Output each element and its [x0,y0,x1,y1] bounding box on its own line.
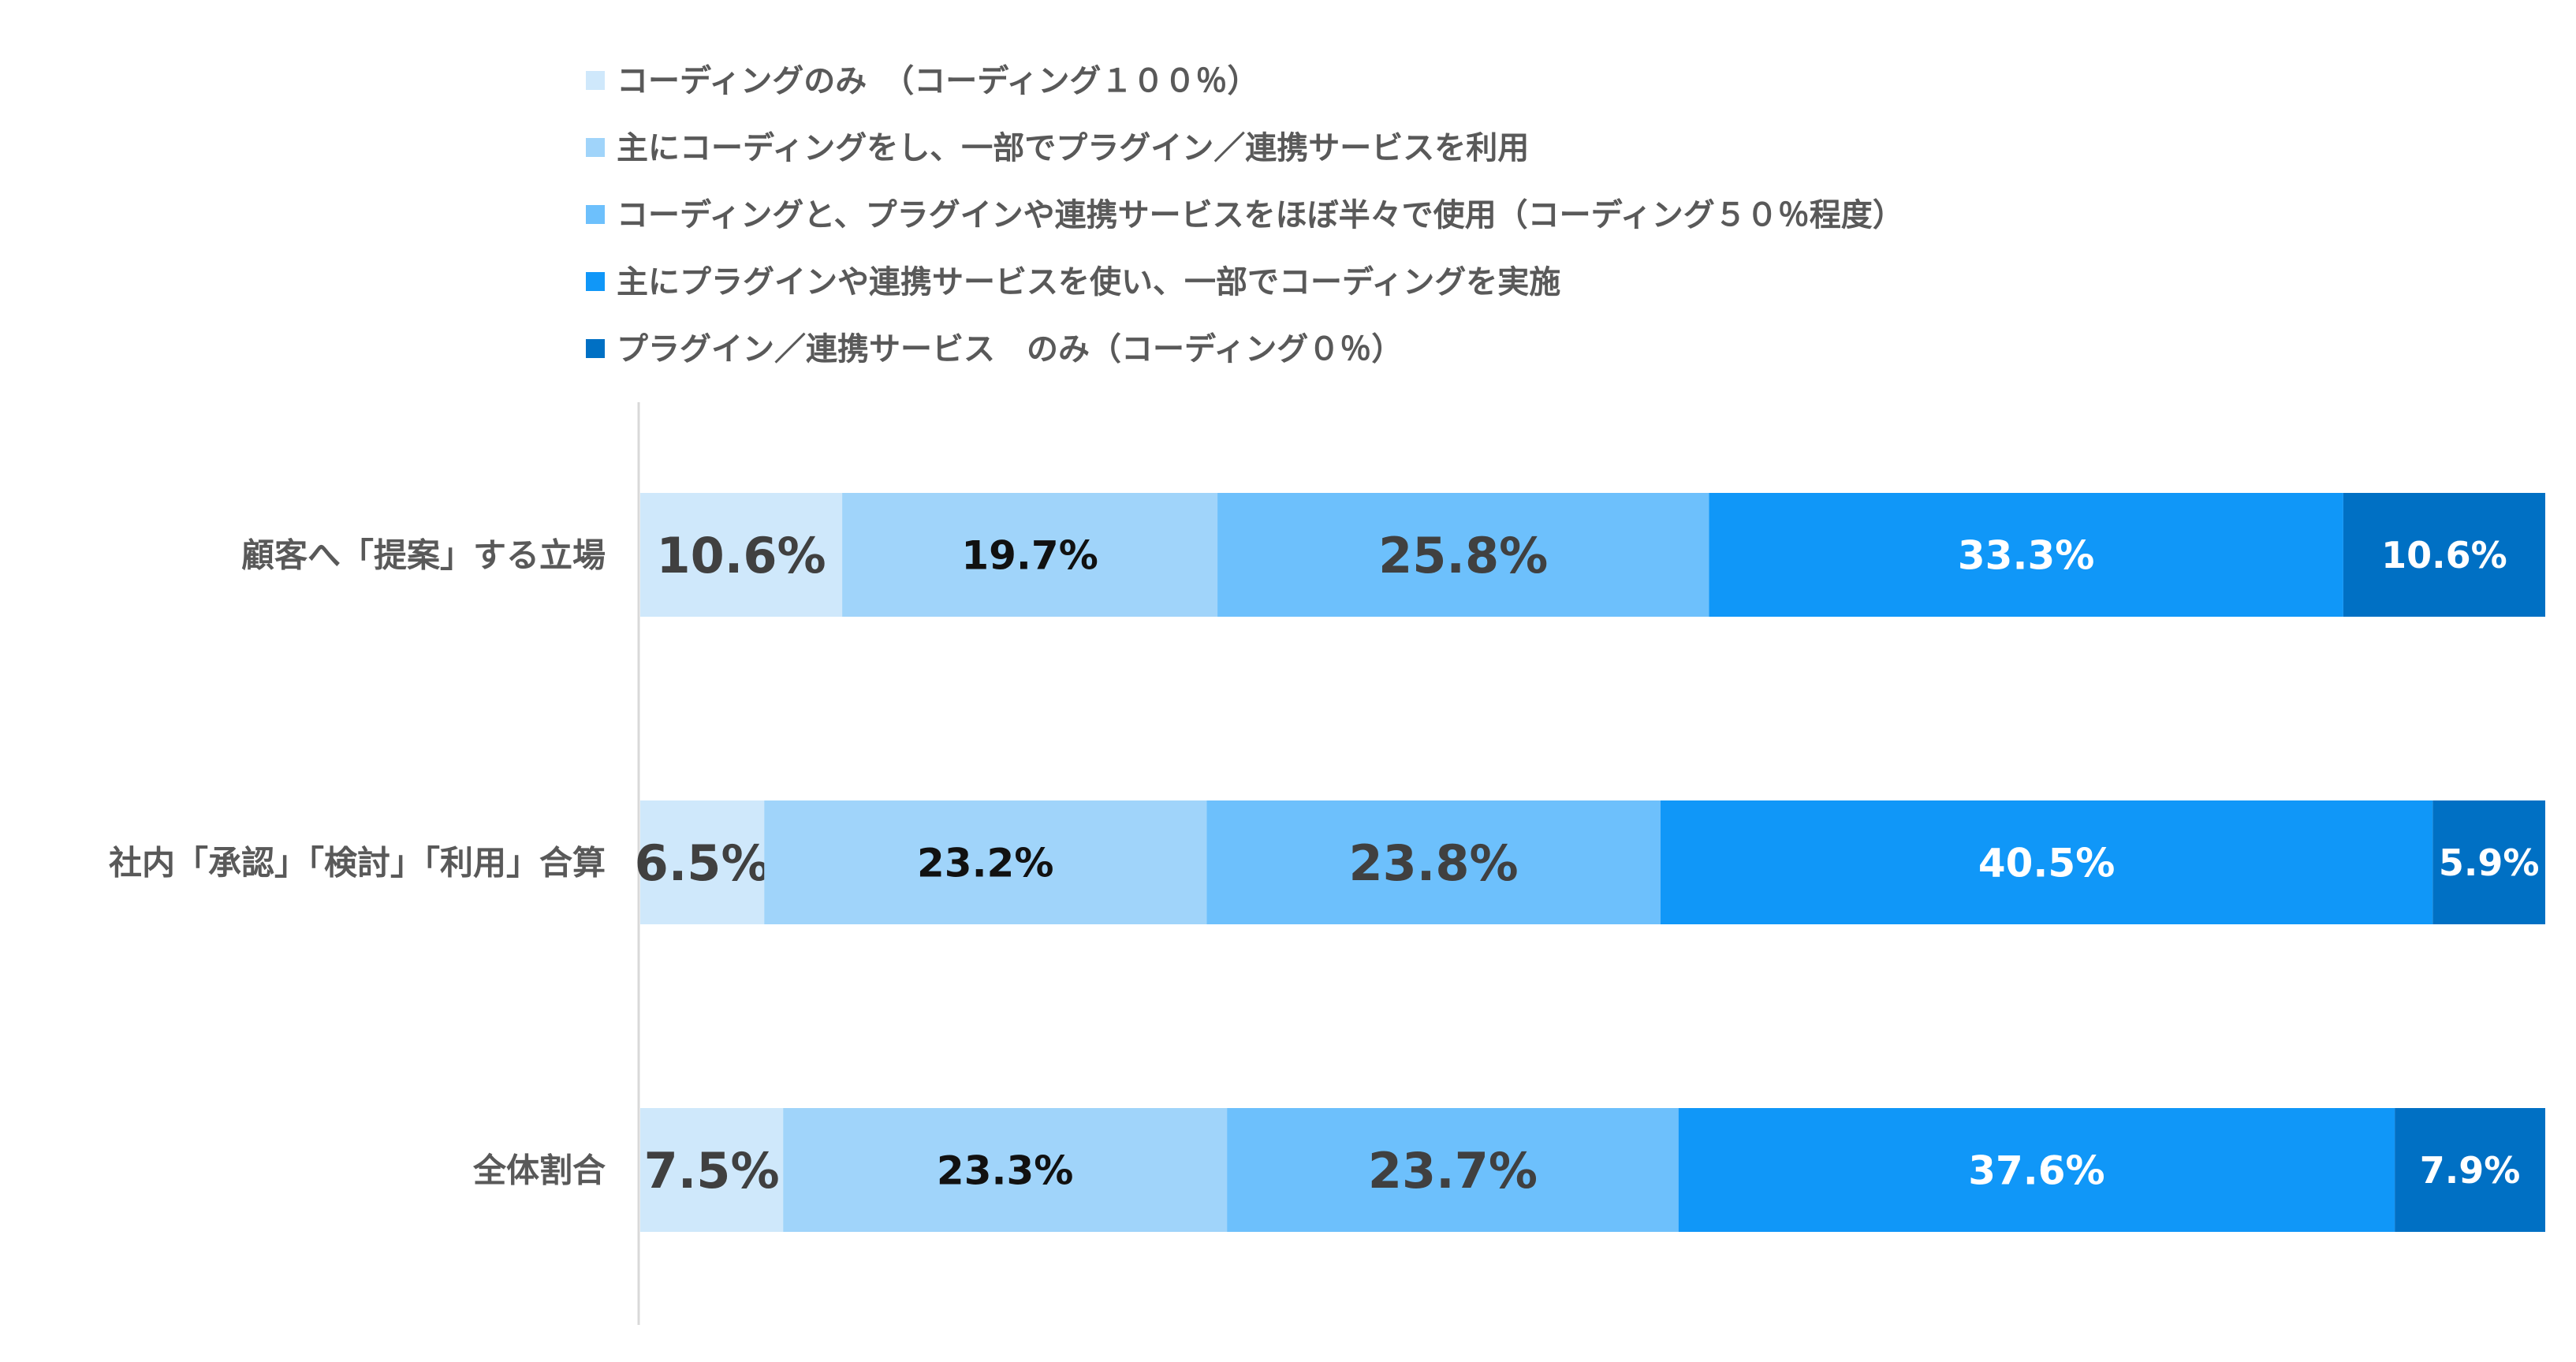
bar-segment [2343,493,2545,617]
data-label: 37.6% [1968,1148,2104,1194]
data-label: 7.5% [644,1142,780,1200]
data-label: 10.6% [657,527,826,584]
category-label: 全体割合 [472,1151,606,1190]
bars: 10.6% 19.7% 25.8% 33.3% 10.6% 6.5% 23.2% 23.8% 4… [635,493,2545,1232]
bar-segment [783,1108,1228,1232]
data-label: 23.3% [937,1148,1073,1194]
bar-segment [640,493,843,617]
data-label: 23.7% [1368,1142,1538,1200]
legend-label: コーディングと、プラグインや連携サービスをほぼ半々で使用（コーディング５０％程度… [617,197,1904,233]
legend-swatch [586,205,605,224]
bar-segment [1206,800,1661,924]
legend-label: コーディングのみ （コーディング１００％） [617,63,1258,99]
bar-segment [1678,1108,2395,1232]
bar-segment [2395,1108,2545,1232]
data-label: 7.9% [2420,1149,2521,1192]
bar-segment [1217,493,1709,617]
bar-segment [842,493,1218,617]
legend-swatch [586,71,605,90]
category-label: 顧客へ「提案」する立場 [241,536,606,575]
data-label: 19.7% [961,533,1098,579]
bar-segment [764,800,1207,924]
bar-segment [1660,800,2433,924]
bar-segment [1709,493,2343,617]
category-label: 社内「承認」「検討」「利用」合算 [109,844,606,883]
data-label: 6.5% [635,834,770,892]
legend-swatch [586,339,605,358]
data-label: 23.8% [1349,834,1519,892]
legend-swatch [586,138,605,157]
legend-label: 主にプラグインや連携サービスを使い、一部でコーディングを実施 [617,264,1560,300]
legend-label: 主にコーディングをし、一部でプラグイン／連携サービスを利用 [617,130,1529,166]
bar-segment [640,1108,784,1232]
data-label: 40.5% [1978,841,2115,886]
bar-segment [1227,1108,1679,1232]
data-label: 25.8% [1378,527,1548,584]
legend-swatch [586,272,605,291]
data-label: 5.9% [2439,841,2540,884]
data-label: 10.6% [2381,534,2507,577]
bar-segment [2432,800,2545,924]
data-label: 33.3% [1958,533,2094,579]
bar-segment [640,800,765,924]
legend: コーディングのみ （コーディング１００％） 主にコーディングをし、一部でプラグイン… [586,63,1904,368]
data-label: 23.2% [917,841,1053,886]
legend-label: プラグイン／連携サービス のみ（コーディング０％） [617,331,1403,368]
